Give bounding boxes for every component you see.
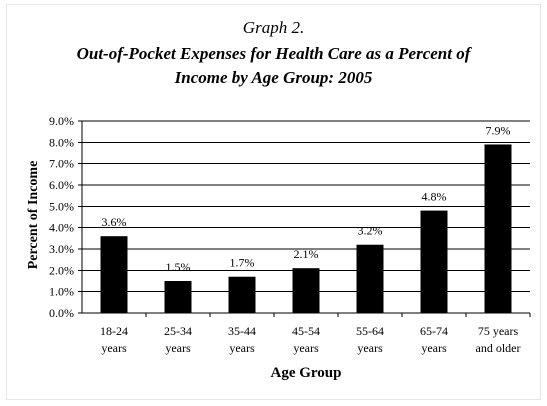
- bar: [356, 244, 384, 313]
- y-tick-label: 1.0%: [49, 285, 74, 299]
- y-tick-label: 0.0%: [49, 306, 74, 320]
- x-tick-label: 45-54: [292, 324, 320, 338]
- y-tick-label: 5.0%: [49, 199, 74, 213]
- y-tick-label: 9.0%: [49, 114, 74, 128]
- y-tick-label: 6.0%: [49, 178, 74, 192]
- chart-frame: [6, 4, 541, 400]
- data-label: 4.8%: [422, 190, 447, 204]
- data-label: 3.2%: [358, 224, 383, 238]
- data-label: 2.1%: [294, 247, 319, 261]
- x-tick-label: and older: [476, 341, 521, 355]
- bar: [420, 210, 448, 313]
- bar: [228, 276, 256, 313]
- chart-title-line-1: Out-of-Pocket Expenses for Health Care a…: [76, 44, 471, 63]
- chart-title: Out-of-Pocket Expenses for Health Care a…: [0, 42, 547, 90]
- bar: [100, 236, 128, 313]
- x-tick-label: 55-64: [356, 324, 384, 338]
- x-tick-label: 18-24: [100, 324, 128, 338]
- chart-title-line-2: Income by Age Group: 2005: [174, 68, 373, 87]
- bar: [164, 281, 192, 313]
- data-label: 1.7%: [230, 256, 255, 270]
- x-tick-label: years: [421, 341, 447, 355]
- x-tick-label: 35-44: [228, 324, 256, 338]
- graph-label: Graph 2.: [242, 18, 305, 37]
- x-tick-label: 65-74: [420, 324, 448, 338]
- y-tick-label: 3.0%: [49, 242, 74, 256]
- x-tick-label: 75 years: [478, 324, 519, 338]
- bar: [292, 268, 320, 313]
- y-axis-title: Percent of Income: [26, 161, 41, 270]
- y-tick-label: 7.0%: [49, 157, 74, 171]
- y-tick-label: 2.0%: [49, 263, 74, 277]
- x-tick-label: years: [229, 341, 255, 355]
- x-tick-label: 25-34: [164, 324, 192, 338]
- data-label: 3.6%: [102, 215, 127, 229]
- y-tick-label: 8.0%: [49, 135, 74, 149]
- x-tick-label: years: [293, 341, 319, 355]
- x-axis-title: Age Group: [271, 365, 342, 381]
- x-tick-label: years: [165, 341, 191, 355]
- x-tick-label: years: [357, 341, 383, 355]
- data-label: 7.9%: [486, 123, 511, 137]
- data-label: 1.5%: [166, 260, 191, 274]
- x-tick-label: years: [101, 341, 127, 355]
- y-tick-label: 4.0%: [49, 221, 74, 235]
- bar: [484, 144, 512, 313]
